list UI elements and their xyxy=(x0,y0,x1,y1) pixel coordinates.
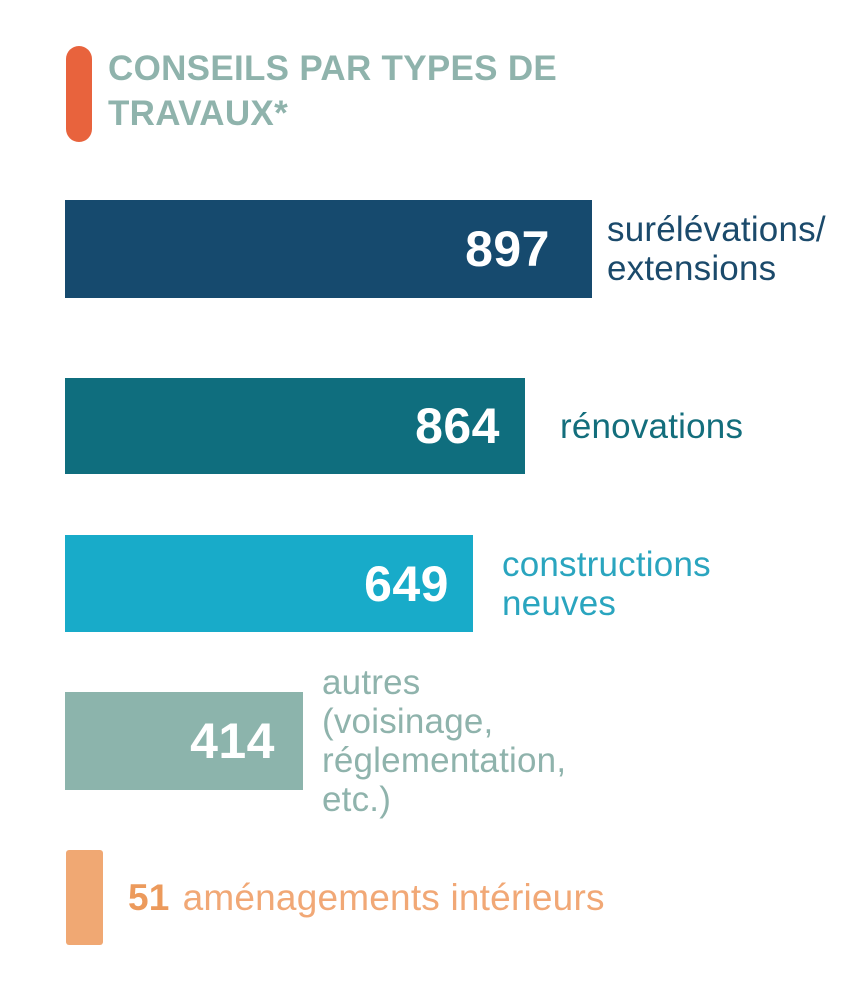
footnote-value: 51 xyxy=(128,876,170,918)
bar-row-surelevations-extensions: 897 surélévations/ extensions xyxy=(65,200,826,298)
bar-autres: 414 xyxy=(65,692,303,790)
chart-title: CONSEILS PAR TYPES DE TRAVAUX* xyxy=(108,49,558,133)
bar-row-constructions-neuves: 649 constructions neuves xyxy=(65,535,711,632)
bar-value: 864 xyxy=(415,398,500,454)
bar-renovations: 864 xyxy=(65,378,525,474)
bar-amenagements-interieurs xyxy=(66,850,103,945)
bar-constructions-neuves: 649 xyxy=(65,535,473,632)
bar-value: 649 xyxy=(364,555,449,612)
bar-surelevations-extensions: 897 xyxy=(65,200,592,298)
title-accent-bar xyxy=(66,46,92,142)
bar-value: 897 xyxy=(465,221,550,277)
bar-label: surélévations/ extensions xyxy=(607,210,826,288)
bar-label: autres (voisinage, réglementation, etc.) xyxy=(322,663,567,819)
bar-label: rénovations xyxy=(560,406,744,446)
bar-value: 414 xyxy=(190,713,275,769)
bar-row-renovations: 864 rénovations xyxy=(65,378,743,474)
bar-row-autres: 414 autres (voisinage, réglementation, e… xyxy=(65,663,566,819)
footnote-label: aménagements intérieurs xyxy=(182,876,605,918)
bar-label: constructions neuves xyxy=(502,544,711,623)
footnote-text: 51 aménagements intérieurs xyxy=(128,850,605,945)
